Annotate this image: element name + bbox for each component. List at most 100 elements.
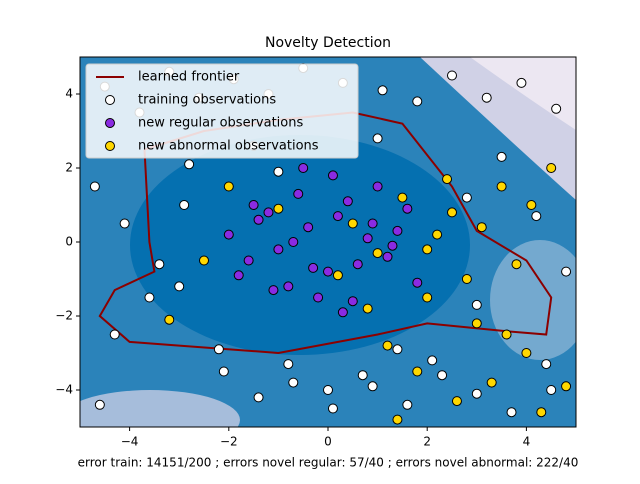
legend-label: learned frontier xyxy=(138,70,240,85)
scatter-point xyxy=(392,225,403,236)
scatter-point xyxy=(476,222,487,233)
scatter-point xyxy=(382,251,393,262)
legend: learned frontier training observations new… xyxy=(85,63,359,159)
scatter-point xyxy=(263,207,274,218)
scatter-point xyxy=(223,229,234,240)
y-tick-label: 4 xyxy=(65,87,73,101)
background-level xyxy=(80,390,240,427)
scatter-point xyxy=(154,259,165,270)
scatter-point xyxy=(531,211,542,222)
scatter-point xyxy=(412,366,423,377)
scatter-point xyxy=(402,399,413,410)
scatter-point xyxy=(253,392,264,403)
scatter-point xyxy=(273,244,284,255)
scatter-point xyxy=(243,255,254,266)
scatter-point xyxy=(551,103,562,114)
scatter-point xyxy=(422,244,433,255)
background-level xyxy=(130,135,470,355)
scatter-point xyxy=(437,370,448,381)
scatter-point xyxy=(283,281,294,292)
axes: −4 −2 0 2 4 −4 −2 0 2 4 xyxy=(55,87,530,449)
scatter-point xyxy=(357,370,368,381)
scatter-point xyxy=(268,285,279,296)
scatter-point xyxy=(561,381,572,392)
scatter-point xyxy=(332,211,343,222)
scatter-point xyxy=(541,359,552,370)
scatter-point xyxy=(174,281,185,292)
scatter-point xyxy=(298,163,309,173)
scatter-point xyxy=(327,170,338,181)
frontier-line xyxy=(98,111,553,355)
scatter-point xyxy=(461,192,472,203)
scatter-point xyxy=(179,200,190,210)
scatter-point xyxy=(412,277,423,288)
scatter-point xyxy=(323,266,333,277)
scatter-point xyxy=(313,292,324,303)
scatter-point xyxy=(536,407,547,418)
scatter-point xyxy=(402,203,413,214)
scatter-point xyxy=(218,366,229,377)
scatter-point xyxy=(253,214,264,225)
scatter-point xyxy=(372,133,383,144)
scatter-point xyxy=(342,196,353,207)
scatter-point xyxy=(213,344,224,355)
legend-marker xyxy=(105,141,115,151)
scatter-point xyxy=(367,381,378,392)
scatter-point xyxy=(471,299,482,310)
scatter-point xyxy=(392,344,403,355)
background-level xyxy=(490,240,576,360)
chart-title: Novelty Detection xyxy=(265,35,391,51)
x-tick-label: −4 xyxy=(121,435,139,449)
scatter-point xyxy=(372,181,383,192)
scatter-point xyxy=(347,218,358,229)
scatter-point xyxy=(144,292,155,303)
y-tick-label: −4 xyxy=(55,383,73,397)
scatter-point xyxy=(372,248,383,259)
scatter-point xyxy=(447,70,457,81)
scatter-point xyxy=(387,240,398,251)
scatter-point xyxy=(471,388,482,399)
scatter-point xyxy=(516,77,527,88)
scatter-point xyxy=(308,262,319,273)
x-axis-label: error train: 14151/200 ; errors novel re… xyxy=(78,456,579,470)
scatter-point xyxy=(397,192,408,203)
scatter-point xyxy=(451,396,462,407)
scatter-point xyxy=(323,385,333,395)
scatter-point xyxy=(327,403,338,414)
scatter-point xyxy=(496,181,507,192)
scatter-point xyxy=(511,259,522,270)
scatter-point xyxy=(427,355,438,366)
scatter-point xyxy=(442,174,453,185)
legend-label: new abnormal observations xyxy=(138,139,319,154)
y-tick-label: 2 xyxy=(65,161,73,175)
scatter-point xyxy=(561,266,572,277)
scatter-point xyxy=(293,188,304,199)
scatter-point xyxy=(332,270,343,281)
scatter-point xyxy=(481,92,492,103)
scatter-point xyxy=(367,218,378,229)
scatter-point xyxy=(273,203,284,214)
scatter-point xyxy=(486,377,497,388)
legend-marker xyxy=(105,118,115,128)
scatter-point xyxy=(89,181,100,192)
x-tick-label: −2 xyxy=(220,435,238,449)
scatter-point xyxy=(546,385,557,395)
scatter-point xyxy=(347,296,358,307)
scatter-point xyxy=(362,233,373,244)
legend-label: new regular observations xyxy=(138,116,303,131)
scatter-point xyxy=(164,314,175,325)
y-tick-label: 0 xyxy=(65,235,73,249)
legend-marker xyxy=(105,95,115,105)
scatter-point xyxy=(337,307,348,318)
scatter-point xyxy=(526,200,537,210)
scatter-point xyxy=(362,303,373,314)
legend-frame xyxy=(85,63,359,159)
scatter-point xyxy=(303,222,314,233)
scatter-point xyxy=(496,151,507,162)
background-level xyxy=(470,57,576,130)
scatter-point xyxy=(288,237,299,247)
scatter-point xyxy=(412,96,423,107)
scatter-point xyxy=(447,207,457,218)
scatter-point xyxy=(521,348,532,358)
scatter-point xyxy=(422,292,433,303)
